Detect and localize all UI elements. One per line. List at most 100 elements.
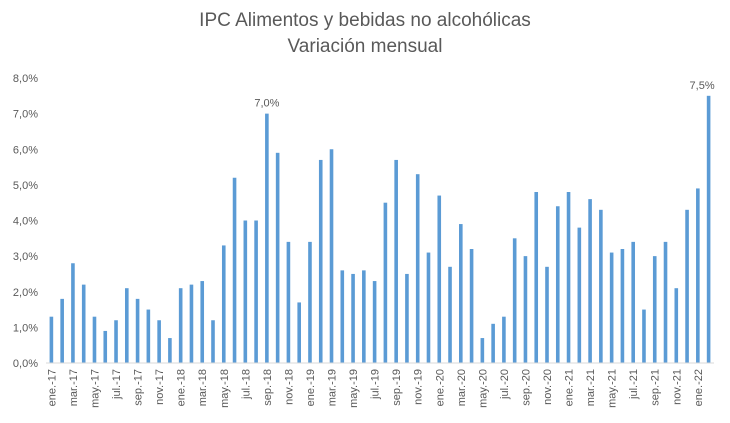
bar [523, 256, 528, 363]
y-tick-label: 1,0% [13, 322, 38, 334]
bar [620, 249, 625, 363]
y-tick-label: 5,0% [13, 180, 38, 192]
bar [297, 302, 301, 363]
y-tick-label: 4,0% [13, 216, 38, 228]
y-tick-label: 8,0% [13, 73, 38, 85]
bar [674, 288, 679, 363]
x-tick-label: may.-17 [89, 369, 101, 408]
bar [221, 245, 226, 363]
x-tick-label: ene.-17 [46, 369, 58, 406]
x-tick-label: mar.-18 [197, 369, 209, 406]
bar [232, 177, 237, 363]
chart-subtitle: Variación mensual [287, 36, 443, 57]
x-tick-label: sep.-19 [391, 369, 403, 406]
bar [329, 149, 334, 363]
x-tick-label: sep.-20 [520, 369, 532, 406]
x-tick-label: jul.-21 [628, 369, 640, 400]
x-tick-label: may.-20 [477, 369, 489, 408]
x-tick-label: sep.-17 [133, 369, 145, 406]
bar [652, 256, 657, 363]
bar [362, 270, 366, 363]
bar [426, 252, 431, 363]
x-tick-label: ene.-19 [305, 369, 317, 406]
x-tick-label: jul.-19 [370, 369, 382, 400]
x-tick-label: nov.-17 [154, 369, 166, 405]
y-tick-label: 7,0% [13, 109, 38, 121]
x-tick-label: nov.-21 [671, 369, 683, 405]
bar [275, 152, 280, 363]
bar [318, 159, 323, 363]
bar [71, 263, 75, 363]
bar [609, 252, 614, 363]
y-tick-label: 6,0% [13, 144, 38, 156]
x-tick-label: mar.-19 [327, 369, 339, 406]
bar [469, 249, 474, 363]
x-tick-label: may.-21 [607, 369, 619, 408]
bar [168, 338, 172, 363]
x-tick-label: sep.-21 [650, 369, 662, 406]
bar [545, 266, 549, 363]
bar [60, 298, 64, 363]
bar [189, 284, 194, 363]
bar [512, 238, 517, 363]
bar [146, 309, 151, 363]
y-tick-label: 3,0% [13, 251, 38, 263]
bar [135, 298, 140, 363]
bar [631, 241, 635, 363]
x-tick-label: ene.-18 [176, 369, 188, 406]
bar [200, 281, 205, 363]
x-tick-label: ene.-21 [564, 369, 576, 406]
bar [308, 241, 312, 363]
bar [588, 199, 592, 363]
bar [502, 316, 506, 363]
y-tick-label: 2,0% [13, 287, 38, 299]
bar [394, 159, 398, 363]
bar [125, 288, 129, 363]
x-tick-label: nov.-19 [413, 369, 425, 405]
x-tick-label: nov.-18 [283, 369, 295, 405]
bar [49, 316, 54, 363]
bar [685, 209, 689, 363]
x-tick-label: jul.-17 [111, 369, 123, 400]
bar [157, 320, 161, 363]
y-tick-label: 0,0% [13, 358, 38, 370]
bar [178, 288, 183, 363]
bar [81, 284, 86, 363]
bar [555, 206, 560, 363]
x-tick-label: jul.-20 [499, 369, 511, 400]
x-tick-label: mar.-21 [585, 369, 597, 406]
bar [599, 209, 603, 363]
x-tick-label: jul.-18 [240, 369, 252, 400]
bar [265, 113, 269, 363]
bar [642, 309, 646, 363]
x-tick-label: ene.-20 [434, 369, 446, 406]
bar [696, 188, 700, 363]
bar [534, 192, 539, 363]
bar [92, 316, 97, 363]
x-tick-label: may.-19 [348, 369, 360, 408]
x-tick-label: ene.-22 [693, 369, 705, 406]
x-tick-label: mar.-17 [68, 369, 80, 406]
bar [351, 273, 355, 363]
data-label: 7,5% [690, 80, 715, 92]
x-tick-label: nov.-20 [542, 369, 554, 405]
x-tick-label: sep.-18 [262, 369, 274, 406]
bar [340, 270, 345, 363]
bar [491, 323, 495, 363]
bar [372, 281, 377, 363]
x-tick-label: mar.-20 [456, 369, 468, 406]
bar [480, 338, 485, 363]
bar [437, 195, 442, 363]
bar [663, 241, 668, 363]
bar [383, 202, 388, 363]
bar [211, 320, 215, 363]
bar [448, 266, 452, 363]
bar [405, 273, 409, 363]
bar [114, 320, 118, 363]
data-label: 7,0% [254, 98, 279, 110]
bar [566, 192, 571, 363]
x-tick-label: may.-18 [219, 369, 231, 408]
bar [459, 224, 463, 363]
bar [706, 95, 711, 363]
